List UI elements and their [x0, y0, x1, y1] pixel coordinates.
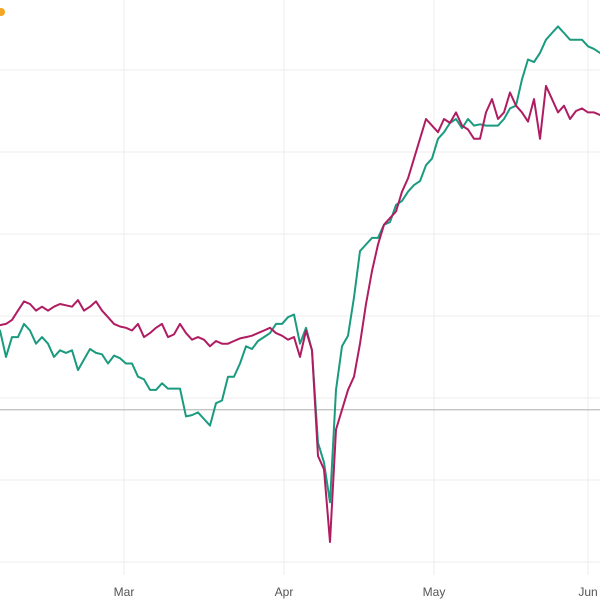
x-tick-label-mar: Mar — [114, 585, 135, 599]
x-tick-label-jun: Jun — [578, 585, 597, 599]
x-tick-label-apr: Apr — [275, 585, 294, 599]
x-axis-ticks: Mar Apr May Jun — [114, 585, 598, 599]
grid — [0, 0, 600, 575]
x-tick-label-may: May — [423, 585, 446, 599]
series-line-1 — [0, 84, 600, 543]
corner-marker-icon — [0, 8, 5, 16]
series-lines — [0, 25, 600, 543]
series-line-0 — [0, 25, 600, 504]
